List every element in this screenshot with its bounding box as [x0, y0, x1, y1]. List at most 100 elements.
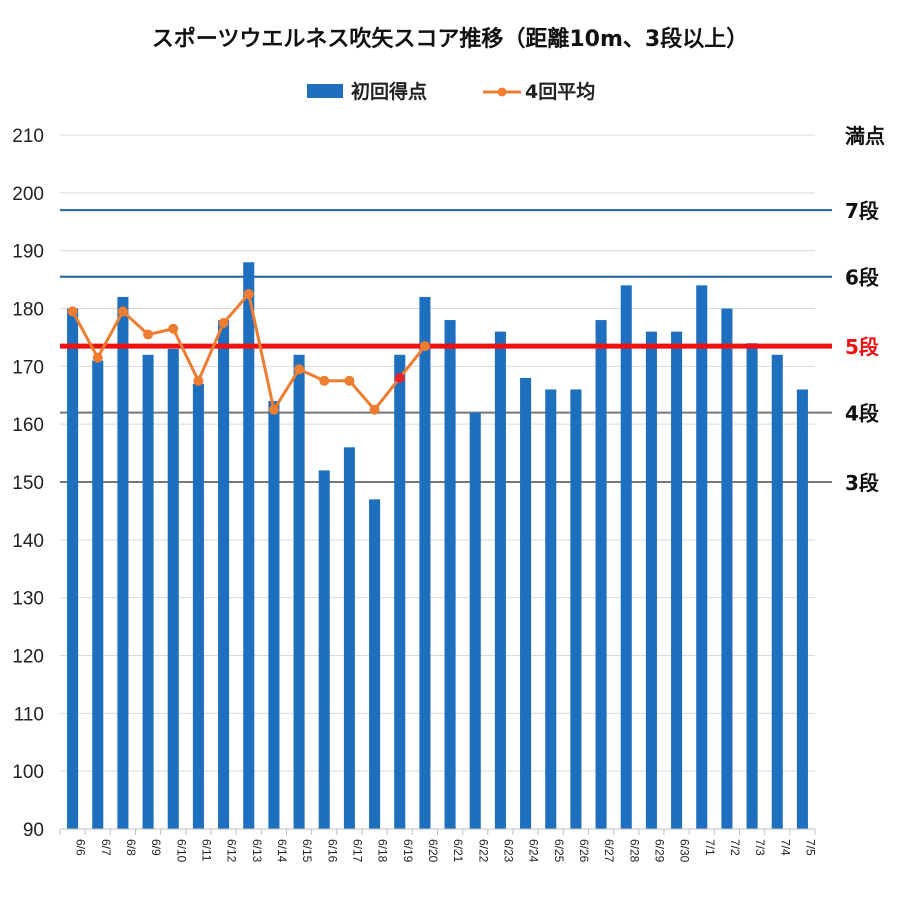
bar: [92, 360, 104, 829]
x-tick-label: 6/10: [174, 839, 188, 863]
bar: [268, 401, 280, 829]
x-tick-label: 6/17: [350, 839, 364, 863]
x-tick-label: 6/29: [652, 839, 666, 863]
y-tick-label: 110: [14, 704, 44, 725]
average-point: [92, 352, 103, 363]
bar: [545, 389, 557, 829]
chart-title: スポーツウエルネス吹矢スコア推移（距離10m、3段以上）: [152, 26, 748, 52]
bar: [343, 447, 355, 829]
bar: [771, 354, 783, 829]
bar: [620, 285, 632, 829]
x-tick-label: 6/25: [552, 839, 566, 863]
y-tick-label: 120: [12, 647, 44, 668]
y-tick-label: 100: [12, 762, 44, 783]
x-tick-label: 7/2: [728, 839, 742, 856]
x-tick-label: 6/22: [476, 839, 490, 863]
x-tick-label: 6/24: [527, 839, 541, 863]
average-point: [294, 364, 305, 375]
bar: [369, 499, 381, 829]
bar: [117, 296, 129, 829]
rank-label: 6段: [845, 266, 879, 290]
bar: [318, 470, 330, 829]
rank-labels: 満点 7段 6段 5段 4段 3段: [845, 124, 885, 495]
bar: [570, 389, 582, 829]
average-point: [319, 375, 330, 386]
x-tick-label: 6/6: [74, 839, 88, 856]
bar: [67, 308, 79, 829]
average-point: [243, 289, 254, 300]
bar: [746, 343, 758, 829]
bar: [167, 348, 179, 829]
average-point: [369, 404, 380, 415]
x-tick-label: 6/18: [376, 839, 390, 863]
bar: [520, 377, 532, 829]
x-tick-label: 6/14: [275, 839, 289, 863]
y-tick-label: 160: [12, 415, 44, 436]
x-tick-label: 7/1: [703, 839, 717, 856]
average-point: [419, 341, 430, 352]
x-tick-label: 6/20: [426, 839, 440, 863]
x-tick-label: 7/5: [803, 839, 817, 856]
x-tick-label: 6/28: [627, 839, 641, 863]
bar: [293, 354, 305, 829]
y-tick-label: 190: [12, 242, 44, 263]
legend-line-marker: [497, 87, 507, 97]
rank-label: 5段: [845, 335, 879, 359]
x-tick-label: 6/19: [401, 839, 415, 863]
x-tick-label: 7/3: [753, 839, 767, 856]
bar: [469, 412, 481, 829]
bar: [243, 262, 255, 829]
legend: 初回得点 4回平均: [307, 80, 595, 103]
rank-label: 満点: [845, 124, 885, 148]
bar: [394, 354, 406, 829]
bar: [696, 285, 708, 829]
average-point: [168, 323, 179, 334]
x-tick-label: 6/23: [501, 839, 515, 863]
average-point: [67, 306, 78, 317]
x-tick-label: 6/8: [124, 839, 138, 856]
bar: [494, 331, 506, 829]
axes: 90 100 110 120 130 140 150 160 170 180 190 200 210 6/…: [12, 126, 817, 863]
bar: [444, 320, 456, 829]
x-tick-label: 6/21: [451, 839, 465, 863]
x-tick-label: 6/9: [149, 839, 163, 856]
average-point: [117, 306, 128, 317]
average-point: [394, 372, 405, 383]
y-tick-label: 90: [23, 820, 44, 841]
rank-label: 3段: [845, 471, 879, 495]
y-tick-label: 130: [12, 589, 44, 610]
y-tick-label: 150: [12, 473, 44, 494]
bar: [645, 331, 657, 829]
y-tick-label: 180: [12, 300, 44, 321]
bar: [671, 331, 683, 829]
bar: [142, 354, 154, 829]
x-tick-label: 6/11: [199, 839, 213, 862]
bar: [218, 320, 230, 829]
x-tick-label: 7/4: [778, 839, 792, 856]
legend-bar-swatch: [307, 84, 343, 98]
legend-bar-label: 初回得点: [351, 80, 427, 103]
average-line-series: [67, 289, 430, 415]
bar-series: [67, 262, 808, 829]
x-tick-label: 6/16: [325, 839, 339, 863]
average-point: [193, 375, 204, 386]
rank-label: 4段: [845, 402, 879, 426]
bar: [796, 389, 808, 829]
bar: [192, 383, 204, 829]
gridlines: [60, 134, 815, 830]
bar: [595, 320, 607, 829]
x-tick-label: 6/7: [99, 839, 113, 856]
average-point: [268, 404, 279, 415]
y-tick-label: 210: [12, 126, 44, 147]
bar: [721, 308, 733, 829]
x-tick-label: 6/26: [577, 839, 591, 863]
x-tick-label: 6/12: [225, 839, 239, 863]
x-tick-label: 6/13: [250, 839, 264, 863]
y-tick-label: 140: [12, 531, 44, 552]
average-point: [143, 329, 154, 340]
y-tick-label: 170: [12, 357, 44, 378]
legend-line-label: 4回平均: [525, 80, 595, 103]
bar: [419, 296, 431, 829]
x-tick-label: 6/27: [602, 839, 616, 863]
